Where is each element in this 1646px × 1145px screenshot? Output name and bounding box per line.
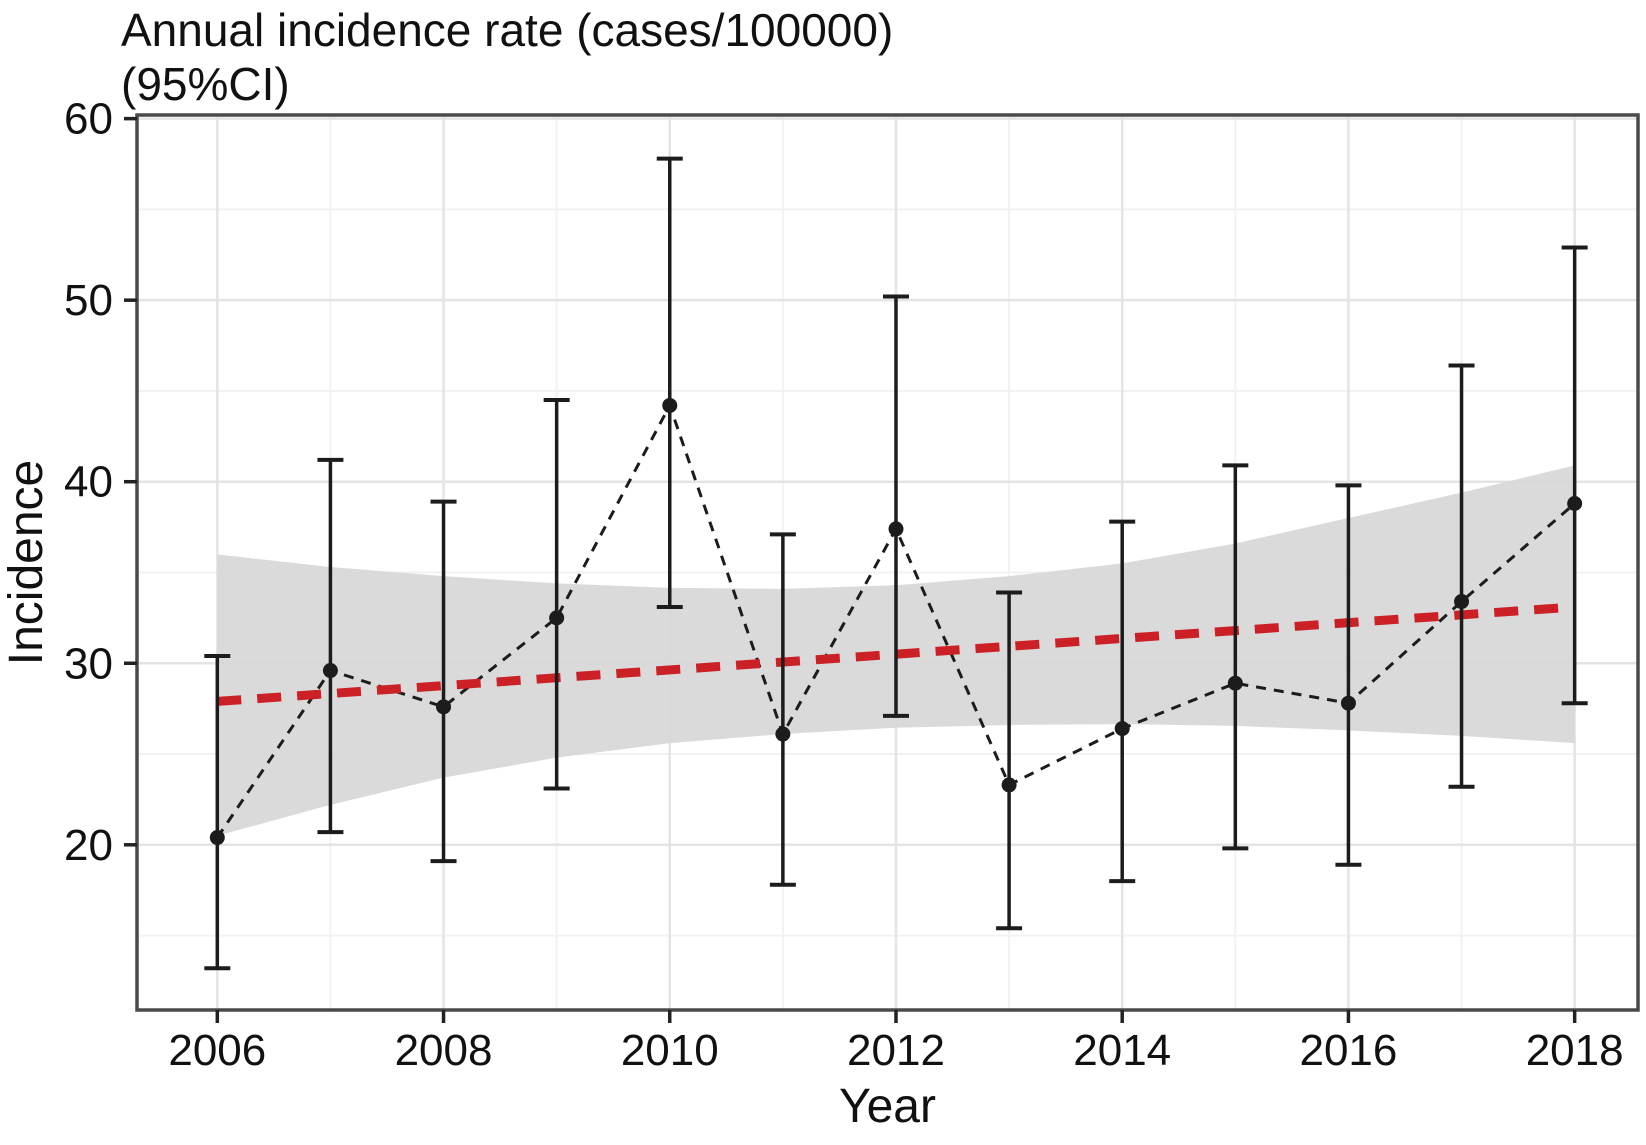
data-point: [1227, 675, 1243, 691]
y-tick-label: 40: [64, 458, 113, 507]
y-tick-label: 30: [64, 639, 113, 688]
data-point: [1454, 594, 1470, 610]
x-tick-label: 2014: [1073, 1026, 1171, 1075]
data-point: [549, 610, 565, 626]
chart-title-line2: (95%CI): [121, 57, 290, 110]
chart-title-line1: Annual incidence rate (cases/100000): [121, 4, 894, 56]
x-tick-label: 2018: [1526, 1026, 1624, 1075]
data-point: [322, 663, 338, 679]
x-tick-label: 2008: [395, 1026, 493, 1075]
data-point: [1340, 695, 1356, 711]
y-tick-label: 20: [64, 821, 113, 870]
y-axis-title: Incidence: [0, 460, 53, 665]
x-tick-label: 2016: [1299, 1026, 1397, 1075]
data-point: [1567, 495, 1583, 511]
x-tick-label: 2010: [621, 1026, 719, 1075]
x-tick-label: 2006: [168, 1026, 266, 1075]
y-tick-label: 50: [64, 276, 113, 325]
data-point: [1001, 777, 1017, 793]
data-point: [1114, 721, 1130, 737]
data-point: [775, 726, 791, 742]
data-point: [436, 699, 452, 715]
chart-title: Annual incidence rate (cases/100000) (95%…: [121, 4, 893, 112]
panel-border: [135, 113, 1640, 1012]
data-point: [888, 521, 904, 537]
x-tick-label: 2012: [847, 1026, 945, 1075]
data-point: [662, 397, 678, 413]
y-tick-label: 60: [64, 95, 113, 144]
data-point: [209, 830, 225, 846]
x-axis-title: Year: [839, 1080, 936, 1133]
